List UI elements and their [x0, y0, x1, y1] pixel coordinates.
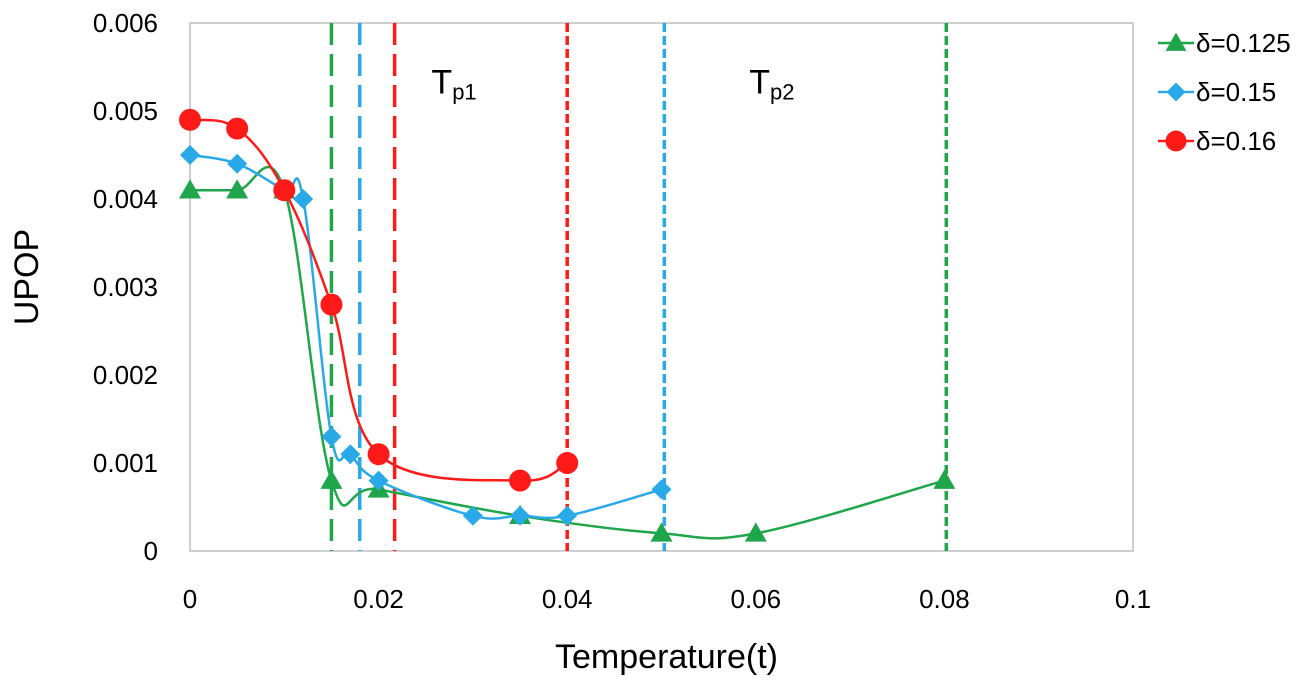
- legend-marker: [1165, 32, 1187, 51]
- series-line: [189, 153, 662, 520]
- data-point: [557, 505, 578, 526]
- data-point: [320, 293, 343, 316]
- x-tick-label: 0: [183, 584, 197, 614]
- legend-marker: [1165, 130, 1187, 152]
- annotation-label: Tp2: [749, 63, 794, 104]
- legend-label: δ=0.16: [1196, 126, 1276, 156]
- x-tick-label: 0.08: [919, 584, 970, 614]
- data-point: [321, 426, 342, 447]
- data-point: [227, 153, 248, 174]
- x-tick-label: 0.02: [353, 584, 404, 614]
- annotation-main: T: [431, 63, 452, 101]
- y-axis-title: UPOP: [8, 229, 46, 325]
- y-tick-label: 0.003: [93, 272, 158, 302]
- data-point: [651, 479, 672, 500]
- data-point: [509, 469, 532, 492]
- data-point: [650, 522, 673, 542]
- y-tick-label: 0.001: [93, 448, 158, 478]
- series-line: [189, 118, 568, 482]
- y-tick-label: 0.006: [93, 8, 158, 38]
- data-point: [367, 443, 390, 466]
- legend-marker: [1166, 82, 1186, 102]
- data-point: [226, 179, 249, 199]
- data-point: [320, 469, 343, 489]
- data-point: [180, 145, 200, 165]
- data-point: [462, 505, 483, 526]
- x-tick-label: 0.06: [730, 584, 781, 614]
- legend-label: δ=0.15: [1196, 77, 1276, 107]
- annotation-label: Tp1: [431, 63, 476, 104]
- data-point: [556, 452, 579, 474]
- data-point: [179, 108, 201, 131]
- x-axis-title: Temperature(t): [555, 638, 778, 676]
- annotation-subscript: p2: [770, 79, 794, 104]
- x-tick-label: 0.1: [1115, 584, 1151, 614]
- data-point: [273, 179, 296, 202]
- data-point: [744, 522, 767, 542]
- data-point: [179, 179, 201, 199]
- data-point: [510, 505, 531, 526]
- data-point: [368, 470, 389, 491]
- y-tick-label: 0: [144, 536, 158, 566]
- x-tick-label: 0.04: [542, 584, 593, 614]
- legend-label: δ=0.125: [1196, 28, 1291, 58]
- data-point: [226, 117, 249, 140]
- annotation-main: T: [749, 63, 770, 101]
- y-tick-label: 0.004: [93, 184, 158, 214]
- y-tick-label: 0.005: [93, 96, 158, 126]
- data-point: [340, 444, 361, 465]
- y-tick-label: 0.002: [93, 360, 158, 390]
- plot-frame: [189, 22, 1134, 552]
- data-point: [933, 469, 956, 489]
- data-point: [293, 189, 314, 209]
- annotation-subscript: p1: [452, 79, 476, 104]
